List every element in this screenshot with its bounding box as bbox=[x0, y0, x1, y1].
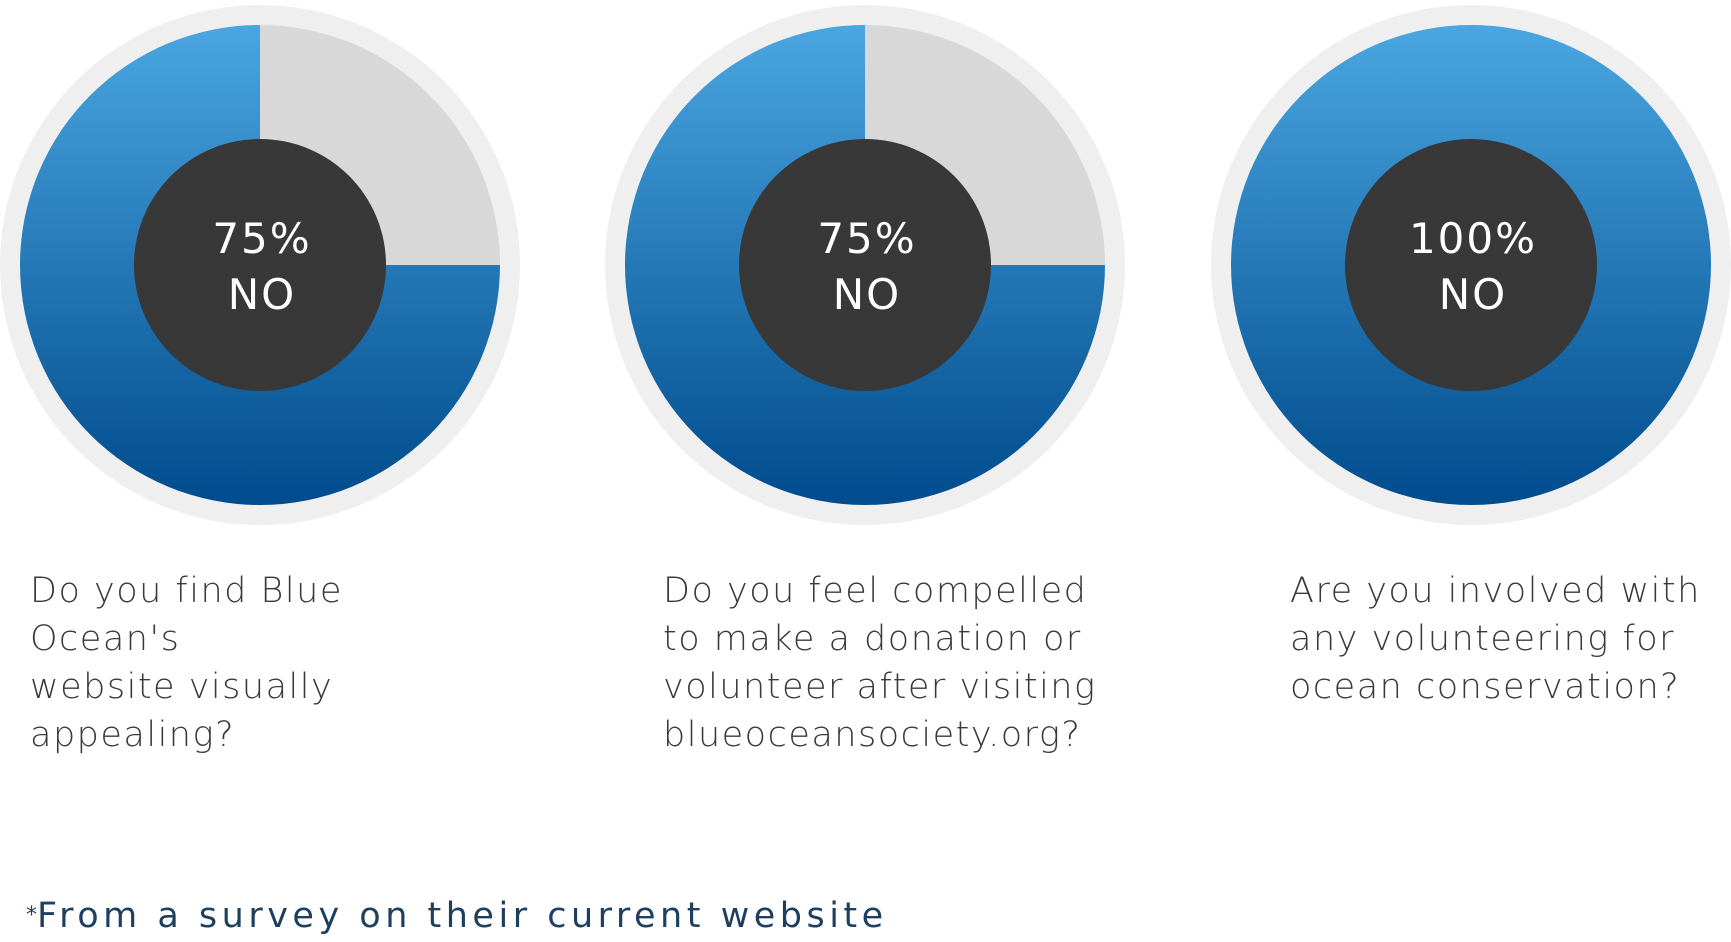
question-line: to make a donation or bbox=[663, 619, 1082, 659]
question-3: Are you involved with any volunteering f… bbox=[1290, 567, 1731, 711]
question-1: Do you find Blue Ocean's website visuall… bbox=[30, 567, 500, 759]
pie-center-text-2: 75% NO bbox=[737, 211, 997, 323]
center-answer: NO bbox=[1438, 270, 1508, 319]
question-line: Do you find Blue Ocean's bbox=[30, 571, 343, 659]
pie-center-text-1: 75% NO bbox=[132, 211, 392, 323]
pie-chart-3 bbox=[1211, 5, 1731, 525]
center-percent: 75% bbox=[817, 214, 917, 263]
center-percent: 75% bbox=[212, 214, 312, 263]
pie-center-disc bbox=[1345, 139, 1597, 391]
footnote-text: From a survey on their current website bbox=[37, 896, 888, 936]
question-line: Are you involved with bbox=[1290, 571, 1701, 611]
question-line: any volunteering for bbox=[1290, 619, 1676, 659]
survey-charts: 75% NO 75% NO 100% NO bbox=[0, 5, 1731, 525]
question-line: ocean conservation? bbox=[1290, 667, 1681, 707]
pie-center-text-3: 100% NO bbox=[1343, 211, 1603, 323]
footnote-marker: * bbox=[26, 903, 37, 928]
center-answer: NO bbox=[832, 270, 902, 319]
pie-center-disc bbox=[134, 139, 386, 391]
pie-center-disc bbox=[739, 139, 991, 391]
pie-chart-1 bbox=[0, 5, 520, 525]
question-line: blueoceansociety.org? bbox=[663, 715, 1082, 755]
pie-chart-2 bbox=[605, 5, 1125, 525]
question-2: Do you feel compelled to make a donation… bbox=[663, 567, 1133, 759]
question-line: volunteer after visiting bbox=[663, 667, 1097, 707]
question-line: website visually appealing? bbox=[30, 667, 334, 755]
question-line: Do you feel compelled bbox=[663, 571, 1088, 611]
center-percent: 100% bbox=[1408, 214, 1538, 263]
survey-footnote: *From a survey on their current website bbox=[26, 892, 888, 940]
center-answer: NO bbox=[227, 270, 297, 319]
